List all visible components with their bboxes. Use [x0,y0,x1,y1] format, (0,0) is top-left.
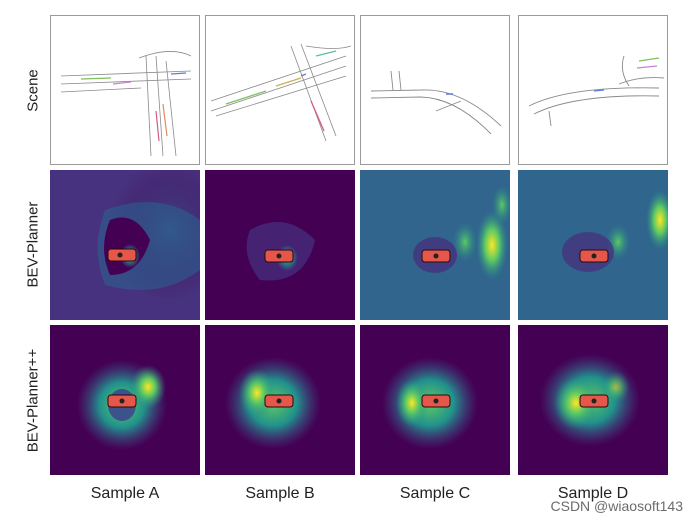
scene-sample-d [518,15,668,165]
heatmap-bev-planner-sample-c [360,170,510,320]
column-label-sample-c: Sample C [399,485,471,502]
scene-sample-a [50,15,200,165]
column-label-sample-b: Sample B [245,485,315,502]
scene-sample-b [205,15,355,165]
heatmap-bev-planner-sample-b [205,170,355,320]
heatmap-bev-planner-sample-d [518,170,668,320]
heatmap-bev-planner-plus-sample-c [360,325,510,475]
heatmap-bev-planner-sample-a [50,170,200,320]
row-label-bev-planner: BEV-Planner [24,201,42,288]
column-label-sample-a: Sample A [90,485,160,502]
heatmap-bev-planner-plus-sample-a [50,325,200,475]
scene-sample-c [360,15,510,165]
watermark: CSDN @wiaosoft143 [550,498,684,514]
row-label-bev-planner-plus: BEV-Planner++ [24,348,42,453]
heatmap-bev-planner-plus-sample-b [205,325,355,475]
column-label-sample-d: Sample D [557,485,629,502]
row-label-scene: Scene [24,69,42,112]
heatmap-bev-planner-plus-sample-d [518,325,668,475]
